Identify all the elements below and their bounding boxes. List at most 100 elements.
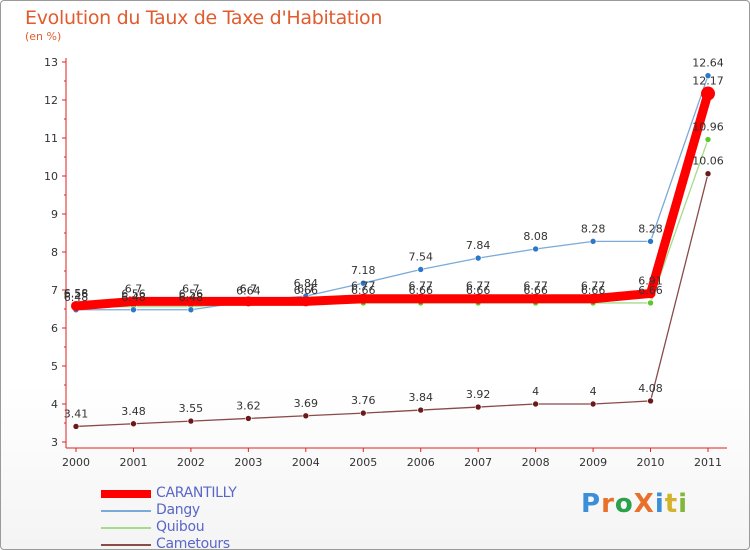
legend-swatch-dangy	[101, 510, 151, 512]
x-tick-label: 2002	[177, 456, 205, 469]
data-point-carantilly	[71, 300, 81, 311]
y-tick-label: 13	[44, 56, 58, 69]
logo-letter: o	[614, 489, 634, 519]
legend-label-dangy: Dangy	[156, 502, 200, 518]
data-point-cametours	[532, 400, 539, 408]
y-tick-label: 11	[44, 132, 58, 145]
data-label-carantilly: 6.58	[64, 287, 89, 300]
y-tick-label: 12	[44, 94, 58, 107]
data-label-cametours: 4	[532, 385, 539, 398]
data-label-cametours: 3.69	[294, 397, 319, 410]
logo-letter: r	[601, 489, 615, 519]
data-label-carantilly: 6.77	[466, 280, 491, 293]
data-point-carantilly	[415, 293, 426, 304]
data-label-carantilly: 6.77	[523, 280, 548, 293]
data-label-quibou: 6.66	[351, 284, 376, 297]
proxiti-logo: ProXiti	[581, 489, 688, 519]
y-tick-label: 4	[51, 398, 58, 411]
data-label-quibou: 6.66	[638, 284, 663, 297]
x-tick-label: 2005	[349, 456, 377, 469]
logo-letter: i	[678, 489, 689, 519]
legend-swatch-carantilly	[101, 490, 151, 498]
data-label-cametours: 3.55	[179, 402, 204, 415]
data-label-carantilly: 6.7	[297, 282, 315, 295]
y-tick-label: 7	[51, 284, 58, 297]
data-label-dangy: 8.28	[581, 222, 606, 235]
x-tick-label: 2004	[292, 456, 320, 469]
data-point-cametours	[245, 415, 252, 422]
data-label-dangy: 8.08	[523, 230, 548, 243]
x-tick-label: 2003	[234, 456, 262, 469]
data-label-dangy: 6.48	[179, 291, 204, 304]
data-label-dangy: 8.28	[638, 222, 663, 235]
data-point-cametours	[72, 423, 80, 430]
data-label-carantilly: 6.77	[408, 280, 433, 293]
data-point-carantilly	[358, 293, 369, 304]
data-label-cametours: 3.76	[351, 394, 376, 407]
legend-swatch-cametours	[101, 544, 151, 546]
data-point-dangy	[704, 72, 712, 79]
data-point-quibou	[704, 136, 712, 143]
data-point-dangy	[532, 245, 539, 253]
data-point-cametours	[187, 417, 195, 425]
x-tick-label: 2006	[407, 456, 435, 469]
data-label-dangy: 6.84	[294, 277, 319, 290]
data-label-quibou: 10.96	[692, 121, 724, 134]
legend-swatch-quibou	[101, 527, 151, 529]
data-point-cametours	[704, 170, 712, 178]
data-label-quibou: 6.56	[179, 288, 204, 301]
data-point-carantilly	[185, 296, 196, 307]
data-point-dangy	[647, 238, 654, 245]
data-label-cametours: 10.06	[692, 155, 724, 168]
data-point-carantilly	[645, 288, 656, 299]
data-point-carantilly	[701, 86, 715, 101]
data-point-cametours	[417, 406, 425, 414]
series-line-cametours	[75, 173, 709, 428]
y-tick-label: 10	[44, 170, 58, 183]
y-tick-label: 9	[51, 208, 58, 221]
data-label-cametours: 3.41	[64, 407, 89, 420]
data-point-carantilly	[128, 296, 139, 307]
data-label-dangy: 6.48	[121, 291, 146, 304]
y-tick-label: 8	[51, 246, 58, 259]
series-line-carantilly	[71, 89, 713, 311]
series-line-quibou	[75, 138, 709, 308]
data-label-carantilly: 6.7	[240, 282, 258, 295]
x-tick-label: 2011	[694, 456, 722, 469]
data-label-quibou: 6.64	[236, 285, 261, 298]
data-point-cametours	[647, 397, 654, 405]
x-tick-label: 2010	[637, 456, 665, 469]
data-label-carantilly: 6.7	[125, 282, 143, 295]
data-label-carantilly: 6.77	[351, 280, 376, 293]
data-point-cametours	[359, 409, 367, 417]
y-tick-label: 5	[51, 360, 58, 373]
data-label-carantilly: 6.91	[638, 274, 663, 287]
x-tick-label: 2001	[119, 456, 147, 469]
data-point-dangy	[474, 254, 482, 262]
data-label-cametours: 3.92	[466, 388, 491, 401]
data-label-dangy: 7.18	[351, 264, 376, 277]
legend-label-cametours: Cametours	[156, 536, 230, 550]
data-point-carantilly	[473, 293, 484, 304]
data-label-cametours: 3.62	[236, 399, 261, 412]
series-line-dangy	[75, 75, 709, 311]
chart-title: Evolution du Taux de Taxe d'Habitation	[25, 7, 383, 29]
data-label-carantilly: 6.77	[581, 280, 606, 293]
data-point-carantilly	[243, 296, 254, 307]
data-label-quibou: 6.56	[64, 288, 89, 301]
data-label-quibou: 6.66	[581, 284, 606, 297]
chart-unit: (en %)	[25, 30, 62, 43]
data-label-quibou: 6.66	[408, 284, 433, 297]
data-label-dangy: 12.64	[692, 57, 724, 70]
data-label-dangy: 6.7	[240, 282, 258, 295]
logo-letter: P	[581, 489, 602, 519]
x-tick-label: 2008	[522, 456, 550, 469]
data-label-cametours: 3.84	[408, 391, 433, 404]
data-label-quibou: 6.66	[523, 284, 548, 297]
data-point-quibou	[647, 299, 654, 307]
data-label-cametours: 3.48	[121, 405, 146, 418]
data-point-dangy	[187, 306, 195, 314]
data-point-cametours	[589, 400, 597, 408]
